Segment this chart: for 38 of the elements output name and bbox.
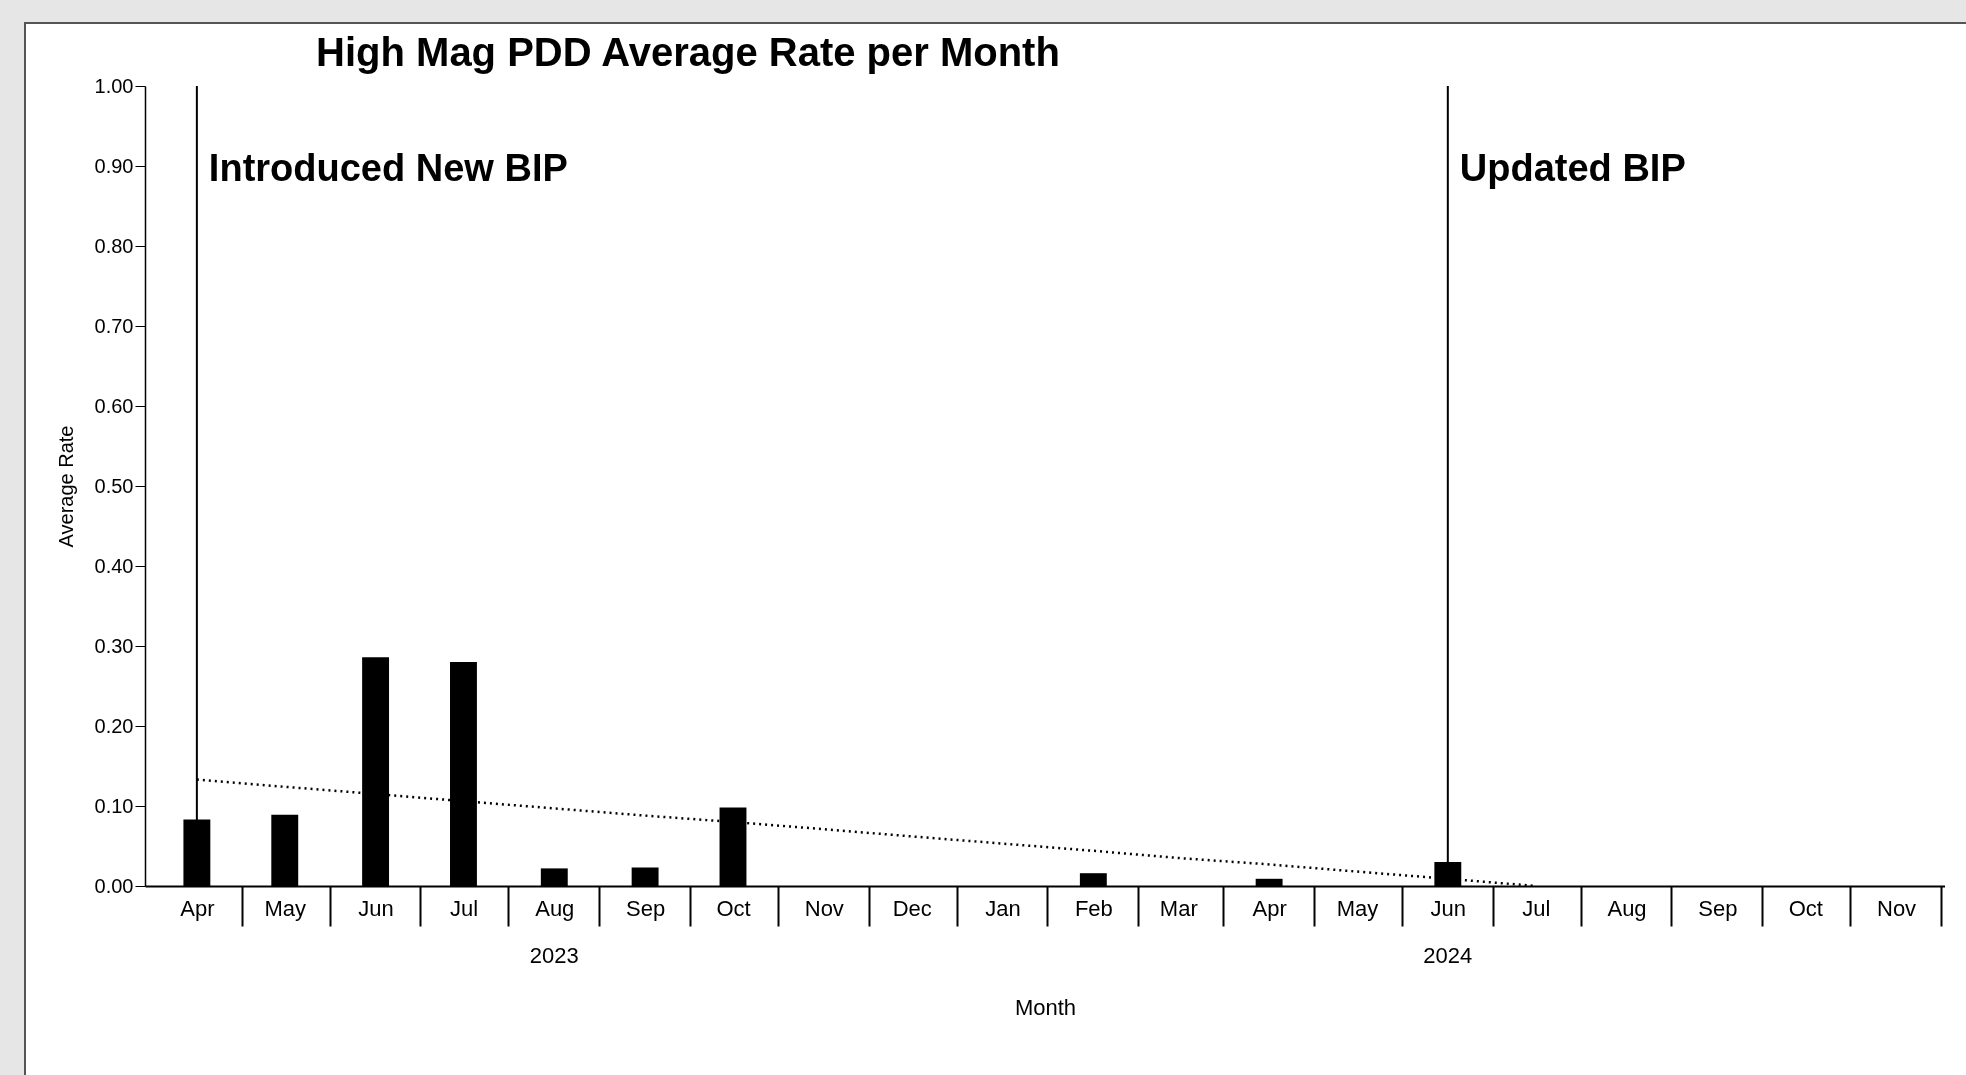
x-tick-label: Jun bbox=[358, 895, 394, 921]
x-tick-label: Oct bbox=[1788, 895, 1823, 921]
x-tick-label: Aug bbox=[535, 895, 575, 921]
x-tick-label: Jan bbox=[985, 895, 1021, 921]
ref-line-label: Introduced New BIP bbox=[208, 147, 568, 189]
text: 2023 bbox=[529, 943, 579, 968]
y-tick-label: 0.40 bbox=[94, 554, 134, 577]
y-tick-label: 0.00 bbox=[94, 874, 134, 897]
x-tick-label: Apr bbox=[180, 895, 215, 921]
x-tick-label: Nov bbox=[804, 895, 844, 921]
x-tick-label: May bbox=[1336, 895, 1379, 921]
x-tick-label: Oct bbox=[716, 895, 751, 921]
chart-title: High Mag PDD Average Rate per Month bbox=[316, 30, 1060, 74]
y-tick-label: 0.80 bbox=[94, 234, 134, 257]
x-tick-label: Mar bbox=[1159, 895, 1198, 921]
y-tick-label: 0.10 bbox=[94, 794, 134, 817]
x-tick-label: Aug bbox=[1607, 895, 1647, 921]
x-tick-label: Apr bbox=[1252, 895, 1287, 921]
text: 2024 bbox=[1423, 943, 1473, 968]
x-tick-label: Jul bbox=[1522, 895, 1551, 921]
x-tick-label: Dec bbox=[892, 895, 932, 921]
x-tick-label: Jul bbox=[449, 895, 479, 921]
y-tick-label: 1.00 bbox=[94, 74, 134, 97]
x-tick-label: Nov bbox=[1876, 895, 1917, 921]
x-tick-label: May bbox=[264, 895, 307, 921]
x-tick-label: Sep bbox=[626, 895, 666, 921]
y-tick-label: 0.20 bbox=[94, 714, 134, 737]
x-axis-title: Month bbox=[1014, 994, 1077, 1020]
x-tick-label: Sep bbox=[1698, 895, 1738, 921]
x-tick-label: Feb bbox=[1074, 895, 1113, 921]
y-tick-label: 0.30 bbox=[94, 634, 134, 657]
ref-line-label: Updated BIP bbox=[1459, 147, 1686, 189]
y-tick-label: 0.60 bbox=[94, 394, 134, 417]
y-tick-label: 0.50 bbox=[94, 474, 134, 497]
y-tick-label: 0.90 bbox=[94, 154, 134, 177]
x-tick-label: Jun bbox=[1430, 895, 1467, 921]
y-axis-title: Average Rate bbox=[54, 425, 77, 548]
y-tick-label: 0.70 bbox=[94, 314, 134, 337]
